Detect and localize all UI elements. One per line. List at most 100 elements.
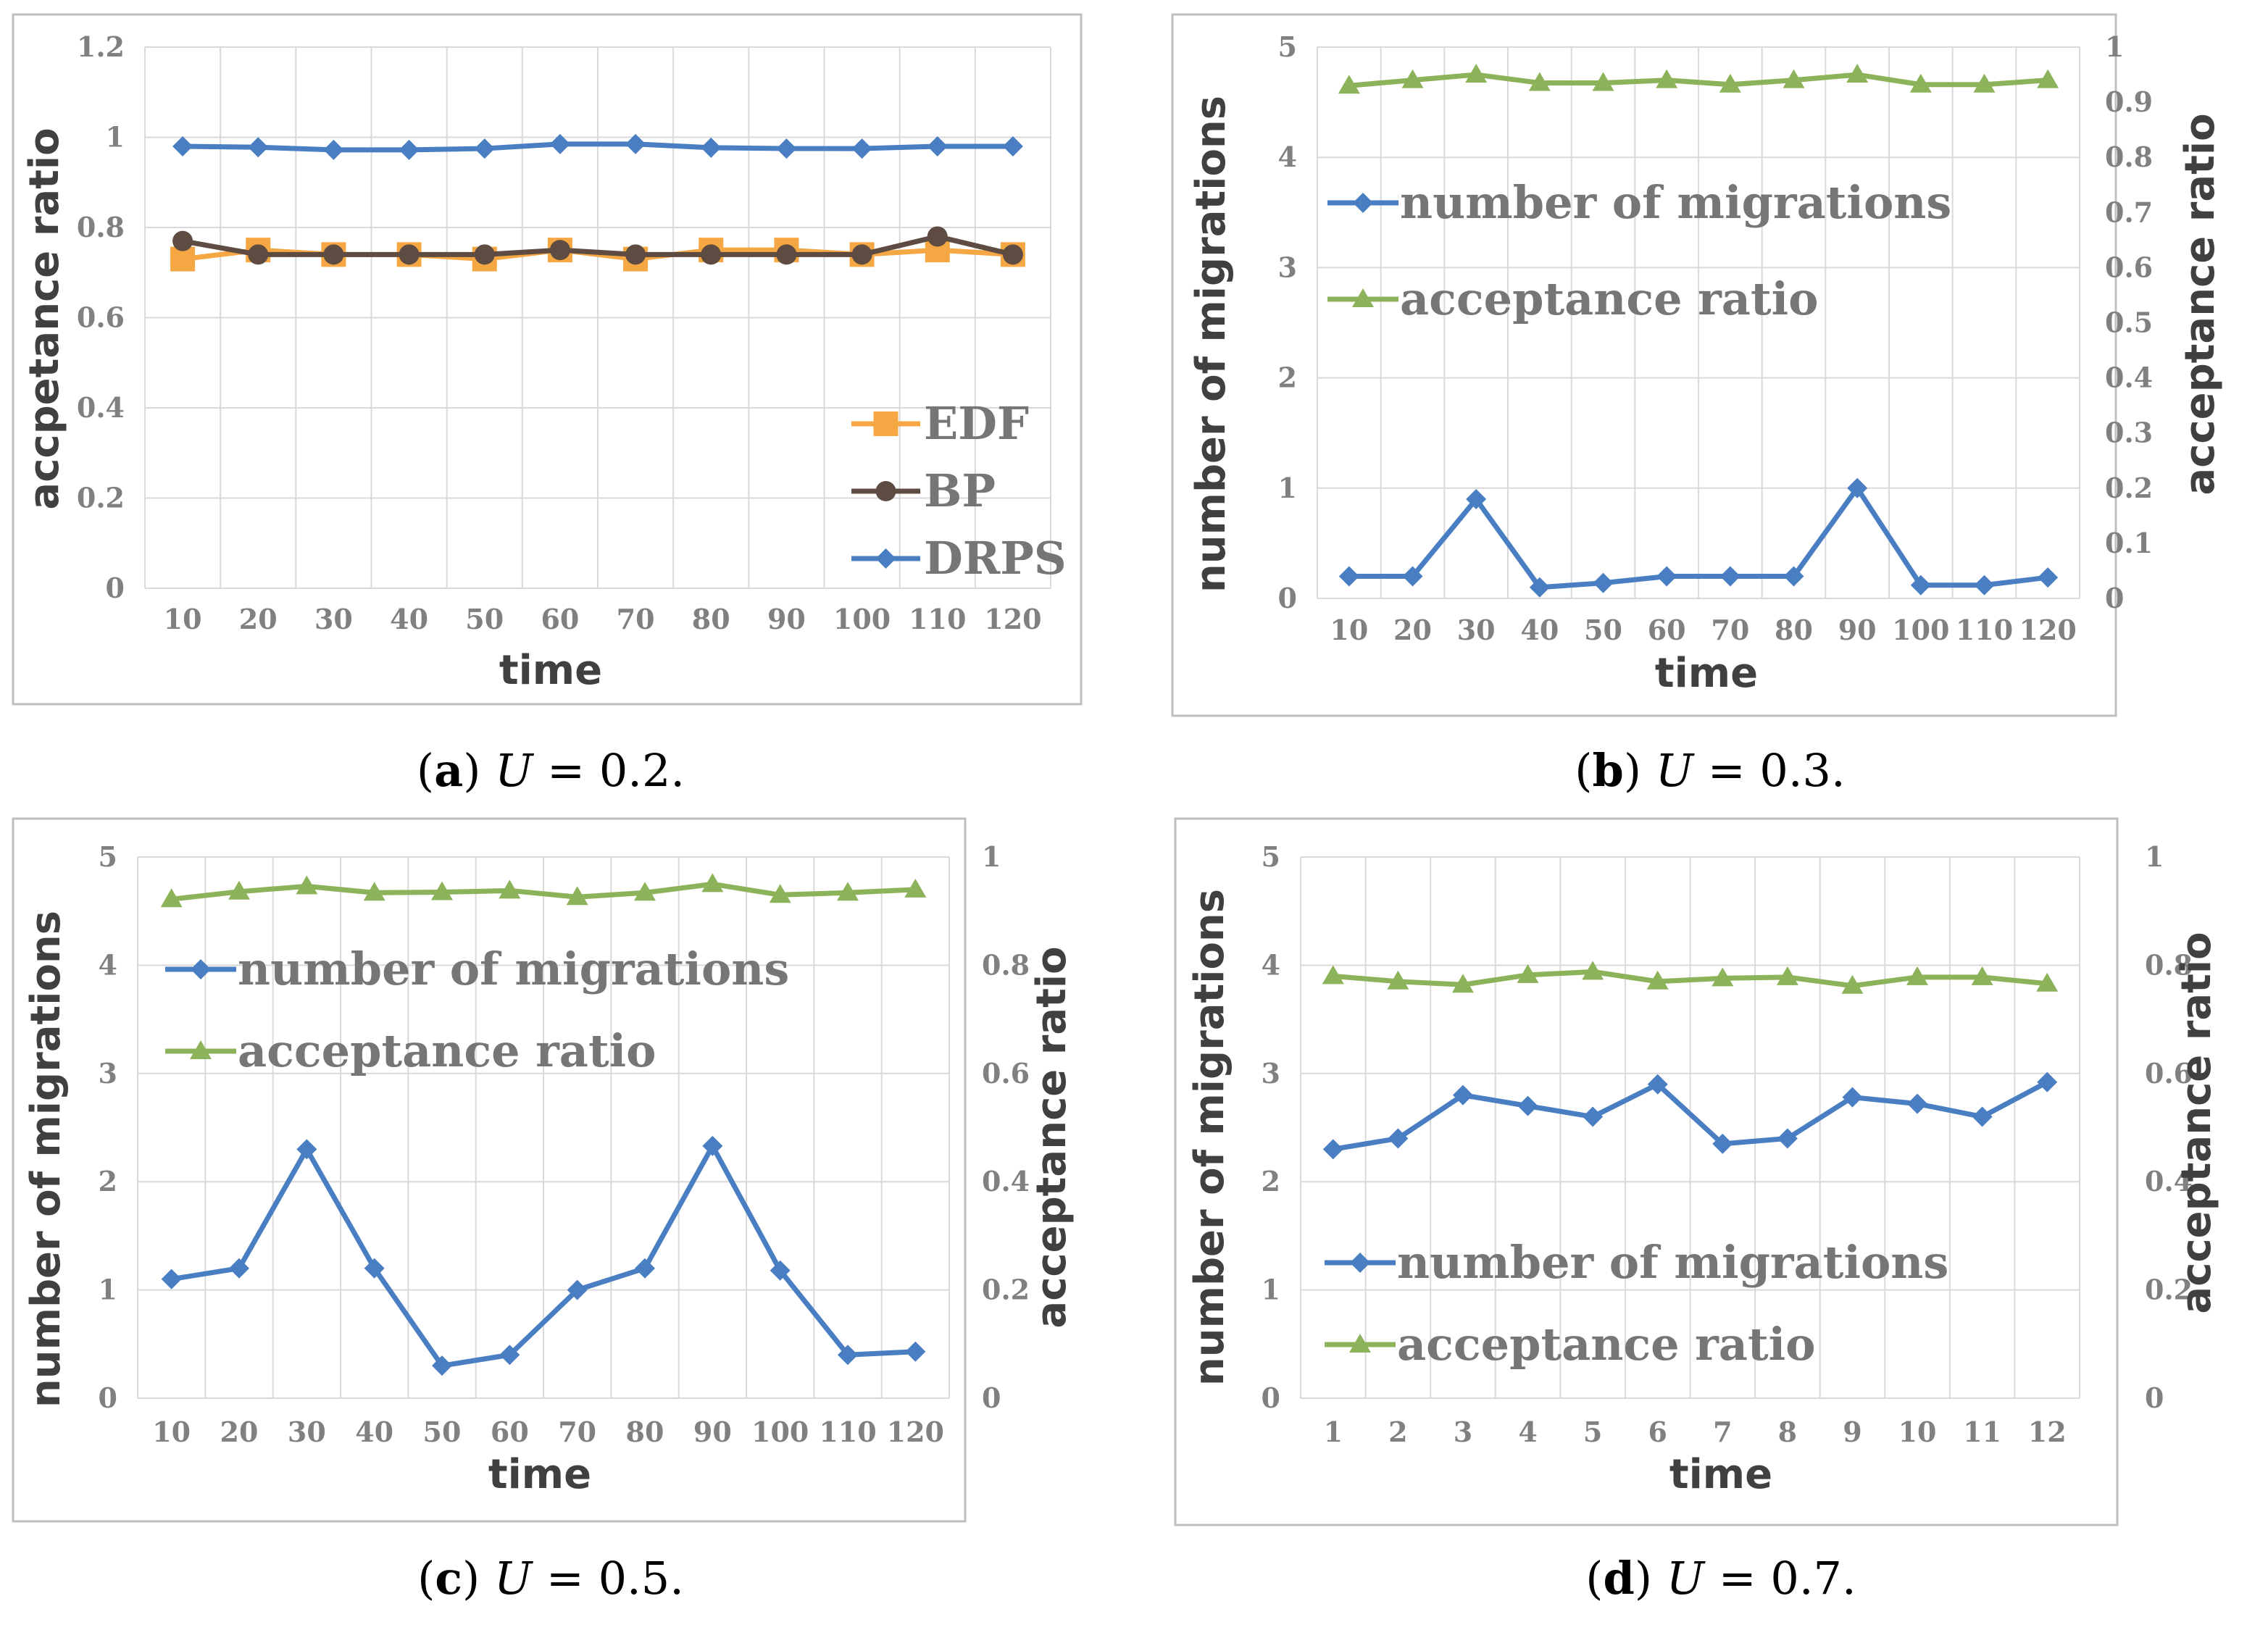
series-drps bbox=[172, 133, 1023, 160]
y2-tick-label: 0.8 bbox=[2145, 948, 2193, 981]
legend-marker bbox=[873, 411, 899, 436]
data-point bbox=[1402, 566, 1423, 587]
y2-axis-title: acceptance ratio bbox=[1028, 946, 1075, 1328]
data-point bbox=[1971, 966, 1993, 985]
data-point bbox=[1401, 69, 1424, 88]
x-tick-label: 3 bbox=[1454, 1416, 1472, 1448]
x-tick-label: 90 bbox=[767, 603, 806, 635]
data-point bbox=[1841, 974, 1864, 994]
data-point bbox=[323, 139, 344, 160]
panel-caption: (b) U = 0.3. bbox=[1575, 744, 1845, 797]
y-axis-title: number of migrations bbox=[1186, 889, 1233, 1386]
x-tick-label: 110 bbox=[819, 1416, 876, 1448]
x-tick-label: 110 bbox=[909, 603, 966, 635]
y2-tick-label: 0 bbox=[2145, 1382, 2164, 1414]
y-tick-label: 2 bbox=[99, 1165, 117, 1198]
data-point bbox=[701, 137, 722, 158]
series-line bbox=[1333, 969, 2048, 989]
data-point bbox=[851, 244, 872, 265]
legend-marker bbox=[1349, 1334, 1371, 1353]
x-tick-label: 12 bbox=[2028, 1416, 2067, 1448]
caption-part: b bbox=[1592, 744, 1623, 797]
x-tick-label: 40 bbox=[1520, 614, 1559, 646]
data-point bbox=[702, 1135, 723, 1156]
chart-frame bbox=[1174, 817, 2119, 1526]
y2-tick-label: 0.4 bbox=[982, 1165, 1030, 1198]
y-tick-label: 2 bbox=[1262, 1165, 1280, 1198]
legend-marker bbox=[191, 959, 211, 979]
data-point bbox=[701, 244, 722, 265]
y-tick-label: 4 bbox=[99, 948, 117, 981]
data-point bbox=[1388, 1128, 1409, 1149]
data-point bbox=[2037, 69, 2059, 88]
data-point bbox=[229, 1258, 249, 1279]
x-tick-label: 2 bbox=[1388, 1416, 1407, 1448]
data-point bbox=[776, 138, 797, 159]
x-tick-label: 30 bbox=[314, 603, 353, 635]
y-axis-title: number of migrations bbox=[1188, 96, 1235, 593]
data-point bbox=[1974, 574, 1995, 595]
y-tick-label: 0.2 bbox=[77, 482, 125, 514]
x-axis-title: time bbox=[1669, 1451, 1772, 1498]
x-tick-label: 80 bbox=[692, 603, 730, 635]
x-tick-label: 110 bbox=[1956, 614, 2013, 646]
series-number-of-migrations bbox=[161, 1135, 926, 1376]
series-number-of-migrations bbox=[1338, 477, 2059, 598]
x-axis-title: time bbox=[1655, 650, 1758, 697]
y2-axis-title: acceptance ratio bbox=[2177, 113, 2224, 495]
series-line bbox=[1348, 72, 2048, 88]
x-tick-label: 7 bbox=[1713, 1416, 1732, 1448]
caption-part: d bbox=[1603, 1552, 1634, 1605]
data-point bbox=[1529, 577, 1550, 598]
y-tick-label: 0.6 bbox=[77, 301, 125, 334]
legend-entry: number of migrations bbox=[1327, 176, 1951, 229]
x-tick-label: 10 bbox=[1898, 1416, 1937, 1448]
series-line bbox=[183, 141, 1013, 153]
y-axis-title: accpetance ratio bbox=[21, 128, 68, 509]
chart-frame bbox=[1171, 13, 2117, 717]
x-tick-label: 50 bbox=[423, 1416, 462, 1448]
data-point bbox=[634, 882, 656, 901]
caption-part: = bbox=[532, 1552, 598, 1605]
x-tick-label: 70 bbox=[1711, 614, 1749, 646]
data-point bbox=[635, 1258, 655, 1279]
data-point bbox=[904, 878, 927, 898]
caption-part: U bbox=[1667, 1552, 1706, 1605]
y2-tick-label: 0.3 bbox=[2105, 417, 2153, 449]
x-tick-label: 9 bbox=[1843, 1416, 1861, 1448]
x-tick-label: 11 bbox=[1963, 1416, 2001, 1448]
data-point bbox=[499, 879, 521, 899]
y2-tick-label: 0.8 bbox=[982, 948, 1030, 981]
y2-tick-label: 0.2 bbox=[2145, 1274, 2193, 1306]
x-tick-label: 40 bbox=[355, 1416, 393, 1448]
data-point bbox=[1656, 566, 1677, 587]
data-point bbox=[364, 1258, 385, 1279]
x-tick-label: 60 bbox=[491, 1416, 529, 1448]
y-tick-label: 0 bbox=[1278, 582, 1297, 614]
x-tick-label: 80 bbox=[1775, 614, 1813, 646]
data-point bbox=[1593, 572, 1614, 593]
legend-entry: number of migrations bbox=[165, 943, 789, 995]
data-point bbox=[323, 244, 344, 265]
x-tick-label: 10 bbox=[152, 1416, 191, 1448]
data-point bbox=[1322, 965, 1344, 985]
data-point bbox=[432, 1355, 452, 1376]
data-point bbox=[1002, 244, 1023, 265]
x-tick-label: 120 bbox=[984, 603, 1041, 635]
data-point bbox=[566, 886, 588, 906]
y-tick-label: 0 bbox=[106, 572, 125, 604]
x-tick-label: 20 bbox=[239, 603, 278, 635]
data-point bbox=[1517, 1095, 1538, 1116]
panel-caption: (a) U = 0.2. bbox=[417, 744, 685, 797]
y-tick-label: 4 bbox=[1262, 948, 1280, 981]
caption-part: 0.3. bbox=[1759, 744, 1845, 797]
y-tick-label: 1.2 bbox=[77, 30, 125, 63]
legend-label: acceptance ratio bbox=[1397, 1318, 1816, 1371]
y-axis-title: number of migrations bbox=[22, 911, 70, 1408]
data-point bbox=[1451, 974, 1474, 993]
chart-frame bbox=[12, 817, 967, 1523]
legend-marker bbox=[1353, 193, 1373, 213]
